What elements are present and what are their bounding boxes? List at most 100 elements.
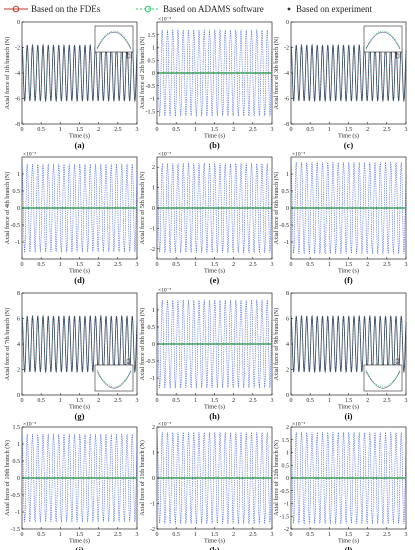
x-tick-label: 1 <box>59 532 62 538</box>
x-axis-label: Time (s) <box>69 404 90 411</box>
x-tick-label: 1.5 <box>345 127 353 133</box>
x-tick-label: 2 <box>97 532 100 538</box>
x-tick-label: 2.5 <box>383 127 391 133</box>
x-axis-label: Time (s) <box>338 538 359 545</box>
y-tick-label: 0.5 <box>148 325 156 331</box>
x-tick-label: 2.5 <box>249 262 257 268</box>
x-tick-label: 1 <box>194 127 197 133</box>
series-fdes <box>21 315 138 373</box>
y-tick-label: 0 <box>17 476 20 482</box>
x-tick-label: 3 <box>271 398 274 404</box>
x-axis-label: Time (s) <box>204 404 225 411</box>
scale-label: ×10⁻³ <box>292 422 306 428</box>
x-tick-label: 0 <box>21 398 24 404</box>
y-tick-label: 1.5 <box>282 438 290 444</box>
x-axis-label: Time (s) <box>69 268 90 275</box>
y-axis-label: Axial force of 10th branch (N) <box>4 440 11 516</box>
panel-label: (g) <box>75 411 85 421</box>
y-tick-label: -2 <box>150 527 155 533</box>
x-tick-label: 3 <box>271 262 274 268</box>
inset-frame <box>94 25 134 53</box>
panel-label: (i) <box>344 411 352 421</box>
x-axis-label: Time (s) <box>204 538 225 545</box>
x-tick-label: 0.5 <box>37 398 45 404</box>
y-tick-label: 0 <box>17 206 20 212</box>
x-tick-label: 0 <box>156 532 159 538</box>
x-tick-label: 1 <box>194 532 197 538</box>
x-tick-label: 0.5 <box>306 532 314 538</box>
y-tick-label: 0 <box>152 71 155 77</box>
legend-marker-experiment <box>287 7 291 11</box>
inset-series-experiment <box>365 31 401 50</box>
y-tick-label: 6 <box>17 317 20 323</box>
x-tick-label: 2 <box>232 262 235 268</box>
x-tick-label: 3 <box>405 262 408 268</box>
inset-series-experiment <box>96 31 132 50</box>
x-tick-label: 3 <box>271 127 274 133</box>
x-tick-label: 2.5 <box>114 127 122 133</box>
x-axis-label: Time (s) <box>69 538 90 545</box>
y-tick-label: -1 <box>150 376 155 382</box>
x-tick-label: 1.5 <box>76 398 84 404</box>
chart-panel: 0 0.5 1 1.5 2 2.5 3 -1 -0.5 0 0.5 1 ×10⁻³ Time (s) Axi… <box>273 152 408 286</box>
y-tick-label: -1.5 <box>280 514 290 520</box>
y-tick-label: 1.5 <box>13 425 21 431</box>
x-tick-label: 0 <box>156 127 159 133</box>
scale-label: ×10⁻³ <box>158 288 172 294</box>
x-tick-label: 1 <box>328 532 331 538</box>
chart-panel: 0 0.5 1 1.5 2 2.5 3 0 2 4 6 8 Time (s) Axial force of… <box>4 291 139 421</box>
y-tick-label: -8 <box>15 122 20 128</box>
y-tick-label: -0.5 <box>146 84 156 90</box>
x-tick-label: 0.5 <box>172 262 180 268</box>
chart-panel: 0 0.5 1 1.5 2 2.5 3-2-1.5-1-0.500.511.52×10⁻³T… <box>273 422 408 550</box>
x-tick-label: 1.5 <box>76 532 84 538</box>
panel-label: (h) <box>209 411 220 421</box>
y-tick-label: 4 <box>17 342 20 348</box>
x-tick-label: 1 <box>59 262 62 268</box>
y-tick-label: 0 <box>152 342 155 348</box>
y-tick-label: 0 <box>152 476 155 482</box>
y-tick-label: 2 <box>152 165 155 171</box>
y-tick-label: 6 <box>286 317 289 323</box>
y-axis-label: Axial force of 4th branch (N) <box>4 172 11 245</box>
x-tick-label: 1.5 <box>76 127 84 133</box>
panel-label: (b) <box>209 140 220 150</box>
y-tick-label: -6 <box>15 97 20 103</box>
y-axis-label: Axial force of 6th branch (N) <box>273 172 280 245</box>
x-axis-label: Time (s) <box>204 268 225 275</box>
panel-label: (f) <box>344 275 353 285</box>
x-tick-label: 0 <box>156 398 159 404</box>
x-tick-label: 0 <box>21 532 24 538</box>
x-tick-label: 0.5 <box>37 127 45 133</box>
y-tick-label: -2 <box>284 46 289 52</box>
series-experiment <box>156 431 273 525</box>
y-tick-label: -1.5 <box>11 527 21 533</box>
x-tick-label: 1 <box>59 127 62 133</box>
x-tick-label: 0 <box>290 398 293 404</box>
x-tick-label: 1 <box>328 127 331 133</box>
y-tick-label: 1 <box>17 442 20 448</box>
x-tick-label: 0.5 <box>306 127 314 133</box>
y-tick-label: -1 <box>284 502 289 508</box>
y-tick-label: 1 <box>286 451 289 457</box>
x-tick-label: 1 <box>194 398 197 404</box>
y-tick-label: -0.5 <box>11 223 21 229</box>
y-tick-label: -4 <box>15 71 20 77</box>
legend-label-adams: Based on ADAMS software <box>163 4 264 14</box>
y-tick-label: -1 <box>284 240 289 246</box>
y-tick-label: 0.5 <box>282 189 290 195</box>
x-tick-label: 2 <box>366 532 369 538</box>
y-tick-label: -8 <box>284 122 289 128</box>
x-tick-label: 3 <box>405 398 408 404</box>
y-tick-label: 0 <box>286 393 289 399</box>
x-tick-label: 2.5 <box>249 532 257 538</box>
x-tick-label: 3 <box>136 262 139 268</box>
x-tick-label: 1 <box>194 262 197 268</box>
x-tick-label: 0.5 <box>172 532 180 538</box>
x-tick-label: 0.5 <box>172 398 180 404</box>
x-tick-label: 1.5 <box>345 398 353 404</box>
legend-marker-fdes <box>12 5 20 13</box>
y-tick-label: 1 <box>17 172 20 178</box>
